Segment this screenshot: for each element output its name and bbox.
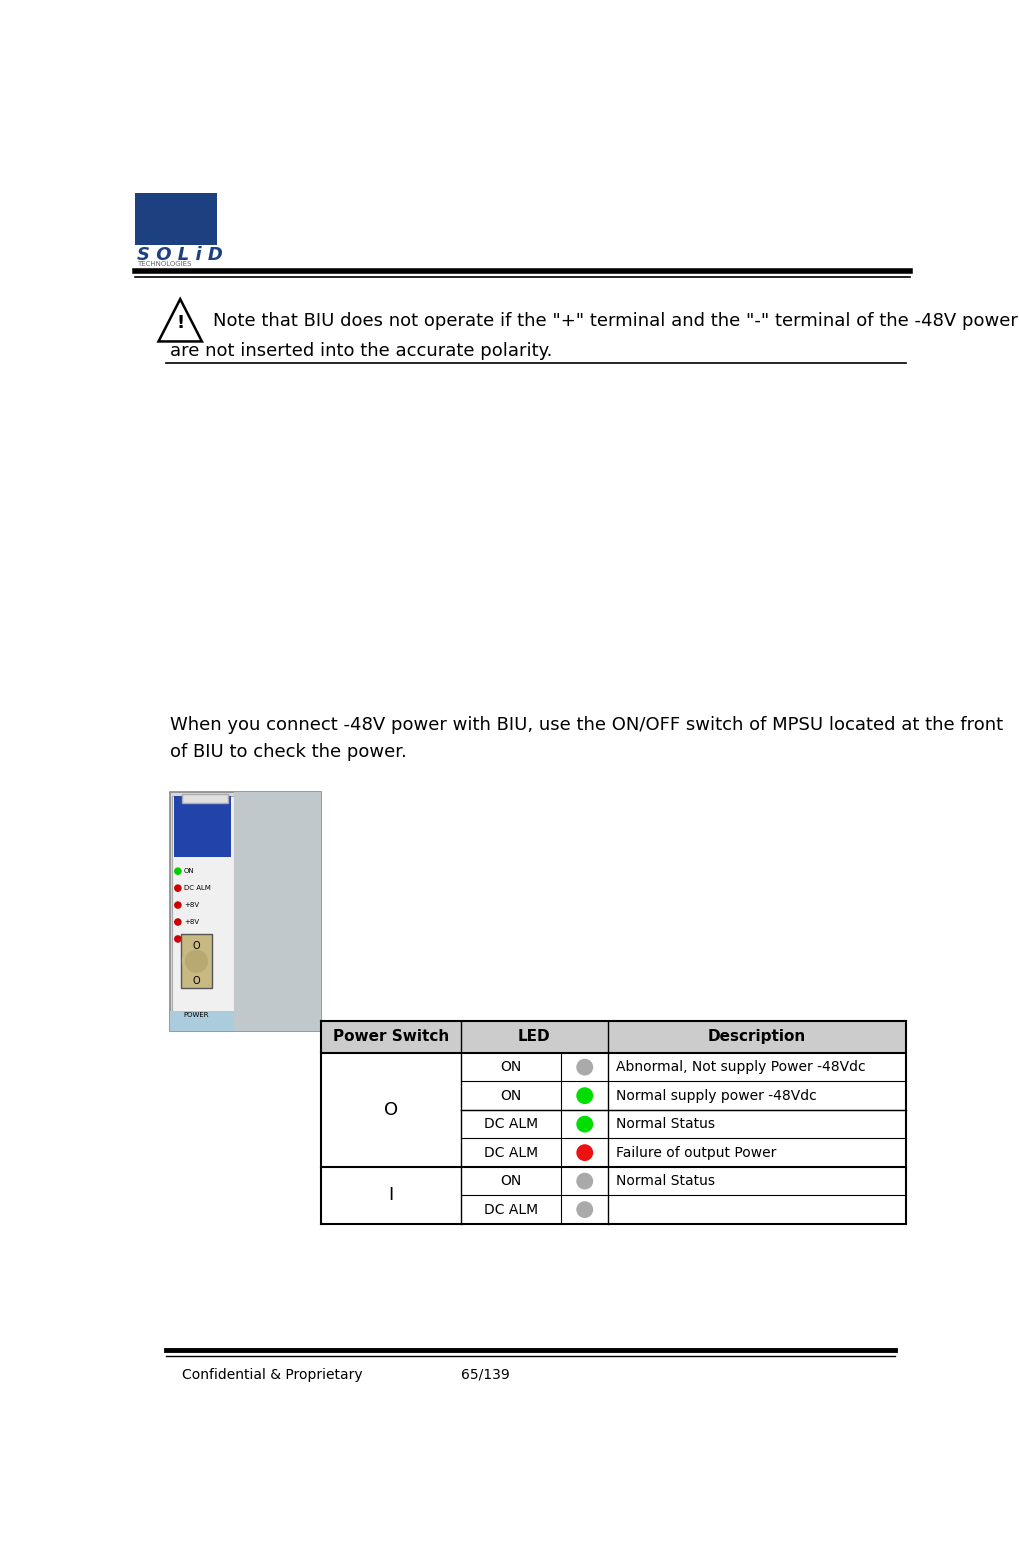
Text: Note that BIU does not operate if the "+" terminal and the "-" terminal of the -: Note that BIU does not operate if the "+… <box>213 312 1017 330</box>
Text: O: O <box>193 940 200 951</box>
Circle shape <box>577 1089 592 1103</box>
Text: LED: LED <box>518 1029 550 1045</box>
Bar <box>321 1167 906 1195</box>
Text: are not inserted into the accurate polarity.: are not inserted into the accurate polar… <box>170 342 552 361</box>
Bar <box>321 1139 906 1167</box>
Text: Failure of output Power: Failure of output Power <box>615 1145 775 1159</box>
Circle shape <box>174 868 180 875</box>
Text: POWER: POWER <box>183 1012 209 1018</box>
Text: O: O <box>193 976 200 986</box>
Circle shape <box>577 1059 592 1075</box>
Text: ON: ON <box>500 1175 522 1189</box>
Text: Description: Description <box>707 1029 806 1045</box>
Text: DC ALM: DC ALM <box>183 886 211 892</box>
Bar <box>171 795 233 1026</box>
Circle shape <box>577 1117 592 1132</box>
Circle shape <box>174 886 180 892</box>
Text: DC ALM: DC ALM <box>484 1203 538 1217</box>
Circle shape <box>174 918 180 925</box>
Bar <box>321 1111 906 1139</box>
Bar <box>170 792 321 1031</box>
Circle shape <box>174 936 180 942</box>
Text: DC ALM: DC ALM <box>484 1117 538 1131</box>
Bar <box>321 1195 906 1225</box>
Bar <box>170 1011 321 1031</box>
Bar <box>321 1020 906 1053</box>
Text: !: ! <box>176 314 184 331</box>
Circle shape <box>184 950 208 973</box>
Text: O: O <box>383 1101 397 1118</box>
Text: S O L i D: S O L i D <box>137 247 222 264</box>
Circle shape <box>182 948 210 975</box>
Text: +8V: +8V <box>183 918 199 925</box>
Text: When you connect -48V power with BIU, use the ON/OFF switch of MPSU located at t: When you connect -48V power with BIU, us… <box>170 715 1003 734</box>
Text: I: I <box>388 1187 393 1204</box>
Bar <box>181 793 228 803</box>
Text: ON: ON <box>500 1061 522 1075</box>
Text: of BIU to check the power.: of BIU to check the power. <box>170 744 407 761</box>
Circle shape <box>577 1201 592 1217</box>
Text: Abnormal, Not supply Power -48Vdc: Abnormal, Not supply Power -48Vdc <box>615 1061 864 1075</box>
Bar <box>321 1053 906 1081</box>
Text: GND: GND <box>183 936 200 942</box>
Text: Power Switch: Power Switch <box>332 1029 448 1045</box>
Text: ON: ON <box>500 1089 522 1103</box>
Bar <box>233 792 321 1031</box>
Bar <box>321 1081 906 1111</box>
Text: Confidential & Proprietary: Confidential & Proprietary <box>181 1368 362 1382</box>
Bar <box>136 192 216 245</box>
Text: TECHNOLOGIES: TECHNOLOGIES <box>137 261 191 267</box>
Text: Normal supply power -48Vdc: Normal supply power -48Vdc <box>615 1089 815 1103</box>
Text: 65/139: 65/139 <box>461 1368 510 1382</box>
Text: Normal Status: Normal Status <box>615 1175 714 1189</box>
Bar <box>180 934 212 989</box>
Circle shape <box>577 1173 592 1189</box>
Text: ON: ON <box>183 868 195 875</box>
Text: +8V: +8V <box>183 903 199 908</box>
Text: DC ALM: DC ALM <box>484 1145 538 1159</box>
Circle shape <box>577 1145 592 1161</box>
Polygon shape <box>158 298 202 342</box>
Text: Normal Status: Normal Status <box>615 1117 714 1131</box>
Circle shape <box>174 901 180 908</box>
Bar <box>174 795 231 858</box>
